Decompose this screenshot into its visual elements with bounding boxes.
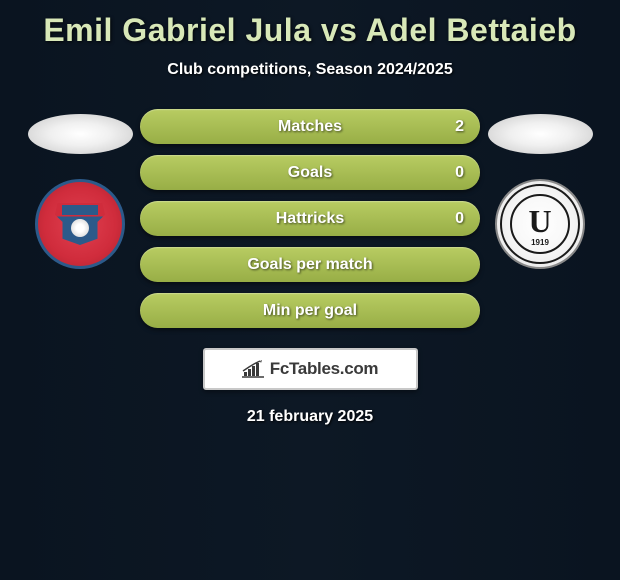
stat-row-min-per-goal: Min per goal bbox=[140, 293, 480, 328]
club-year: 1919 bbox=[531, 238, 549, 247]
club-letter-icon: U bbox=[528, 205, 551, 237]
stat-label: Matches bbox=[278, 118, 342, 136]
stat-label: Goals bbox=[288, 164, 332, 182]
club-badge-right: U 1919 bbox=[495, 179, 585, 269]
player-photo-left bbox=[28, 114, 133, 154]
chart-icon bbox=[242, 360, 264, 378]
stat-value: 2 bbox=[455, 118, 464, 136]
player-photo-right bbox=[488, 114, 593, 154]
club-badge-left bbox=[35, 179, 125, 269]
stat-label: Min per goal bbox=[263, 302, 357, 320]
stat-row-goals-per-match: Goals per match bbox=[140, 247, 480, 282]
left-column bbox=[20, 109, 140, 269]
fctables-attribution[interactable]: FcTables.com bbox=[203, 348, 418, 390]
date-label: 21 february 2025 bbox=[0, 408, 620, 426]
stat-row-hattricks: Hattricks 0 bbox=[140, 201, 480, 236]
subtitle: Club competitions, Season 2024/2025 bbox=[0, 61, 620, 79]
stat-value: 0 bbox=[455, 164, 464, 182]
fctables-label: FcTables.com bbox=[270, 359, 379, 379]
stat-row-matches: Matches 2 bbox=[140, 109, 480, 144]
content-area: Matches 2 Goals 0 Hattricks 0 Goals per … bbox=[0, 109, 620, 328]
stats-column: Matches 2 Goals 0 Hattricks 0 Goals per … bbox=[140, 109, 480, 328]
stat-value: 0 bbox=[455, 210, 464, 228]
club-crest-left-icon bbox=[55, 203, 105, 245]
right-column: U 1919 bbox=[480, 109, 600, 269]
stat-label: Goals per match bbox=[247, 256, 372, 274]
stat-row-goals: Goals 0 bbox=[140, 155, 480, 190]
stat-label: Hattricks bbox=[276, 210, 344, 228]
page-title: Emil Gabriel Jula vs Adel Bettaieb bbox=[0, 0, 620, 49]
